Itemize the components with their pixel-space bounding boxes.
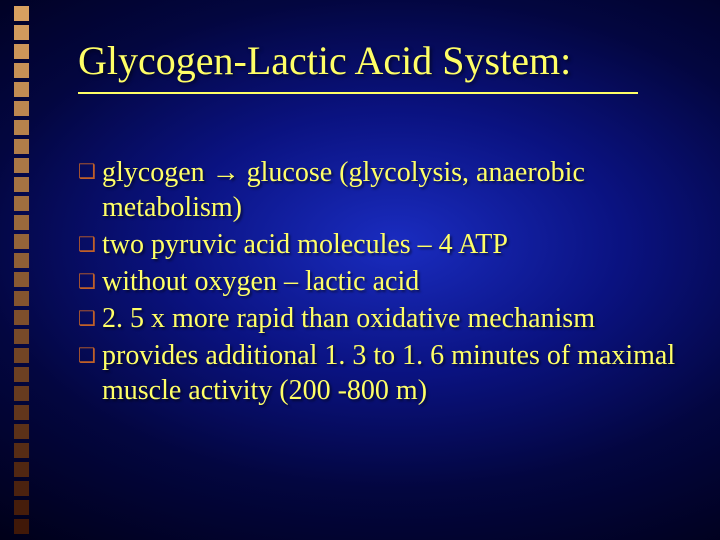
bullet-text: glycogen → glucose (glycolysis, anaerobi…	[102, 154, 680, 225]
bullet-text: 2. 5 x more rapid than oxidative mechani…	[102, 301, 680, 336]
bullet-item: ❑glycogen → glucose (glycolysis, anaerob…	[78, 154, 680, 225]
bullet-item: ❑provides additional 1. 3 to 1. 6 minute…	[78, 338, 680, 408]
title-underline	[78, 92, 638, 94]
decoration-square	[14, 424, 29, 439]
decoration-square	[14, 310, 29, 325]
decoration-square	[14, 519, 29, 534]
decoration-square	[14, 481, 29, 496]
bullet-marker-icon: ❑	[78, 264, 102, 295]
bullet-item: ❑without oxygen – lactic acid	[78, 264, 680, 299]
bullet-text: provides additional 1. 3 to 1. 6 minutes…	[102, 338, 680, 408]
decoration-square	[14, 101, 29, 116]
decoration-square	[14, 253, 29, 268]
decoration-square	[14, 44, 29, 59]
decoration-square	[14, 82, 29, 97]
decoration-square	[14, 177, 29, 192]
decoration-square	[14, 63, 29, 78]
decoration-square	[14, 196, 29, 211]
bullet-list: ❑glycogen → glucose (glycolysis, anaerob…	[78, 154, 680, 408]
bullet-item: ❑2. 5 x more rapid than oxidative mechan…	[78, 301, 680, 336]
decoration-square	[14, 500, 29, 515]
bullet-text: without oxygen – lactic acid	[102, 264, 680, 299]
decoration-square	[14, 291, 29, 306]
slide: Glycogen-Lactic Acid System: ❑glycogen →…	[0, 0, 720, 540]
bullet-item: ❑two pyruvic acid molecules – 4 ATP	[78, 227, 680, 262]
bullet-marker-icon: ❑	[78, 227, 102, 258]
decoration-square	[14, 139, 29, 154]
decoration-square	[14, 329, 29, 344]
decoration-square	[14, 348, 29, 363]
bullet-marker-icon: ❑	[78, 154, 102, 185]
decoration-square	[14, 158, 29, 173]
decoration-square	[14, 25, 29, 40]
left-decoration-squares	[0, 0, 40, 540]
decoration-square	[14, 234, 29, 249]
decoration-square	[14, 120, 29, 135]
bullet-marker-icon: ❑	[78, 338, 102, 369]
decoration-square	[14, 462, 29, 477]
decoration-square	[14, 215, 29, 230]
slide-content: Glycogen-Lactic Acid System: ❑glycogen →…	[78, 38, 680, 410]
decoration-square	[14, 405, 29, 420]
bullet-marker-icon: ❑	[78, 301, 102, 332]
slide-title: Glycogen-Lactic Acid System:	[78, 38, 680, 84]
bullet-text: two pyruvic acid molecules – 4 ATP	[102, 227, 680, 262]
decoration-square	[14, 386, 29, 401]
decoration-square	[14, 272, 29, 287]
decoration-square	[14, 367, 29, 382]
decoration-square	[14, 6, 29, 21]
arrow-icon: →	[212, 156, 240, 187]
decoration-square	[14, 443, 29, 458]
